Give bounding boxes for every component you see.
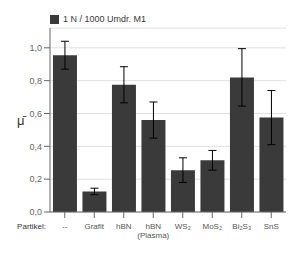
svg-text:hBN: hBN (116, 222, 132, 231)
svg-text:0,6: 0,6 (29, 109, 42, 119)
svg-text:--: -- (62, 222, 68, 231)
svg-text:Grafit: Grafit (84, 222, 104, 231)
svg-text:0,4: 0,4 (29, 142, 42, 152)
svg-text:0,0: 0,0 (29, 207, 42, 217)
html-text:1 N / 1000 Umdr. M1: 1 N / 1000 Umdr. M1 (63, 14, 146, 24)
svg-text:WS₂: WS₂ (175, 222, 191, 231)
svg-text:1,0: 1,0 (29, 43, 42, 53)
svg-text:Partikel:: Partikel: (17, 222, 46, 231)
svg-text:0,8: 0,8 (29, 76, 42, 86)
svg-text:μ̄: μ̄ (17, 113, 26, 128)
svg-text:Bi₂S₃: Bi₂S₃ (232, 222, 251, 231)
svg-text:hBN(Plasma): hBN(Plasma) (137, 222, 169, 240)
svg-text:0,2: 0,2 (29, 174, 42, 184)
svg-text:MoS₂: MoS₂ (202, 222, 222, 231)
svg-text:SnS: SnS (264, 222, 279, 231)
